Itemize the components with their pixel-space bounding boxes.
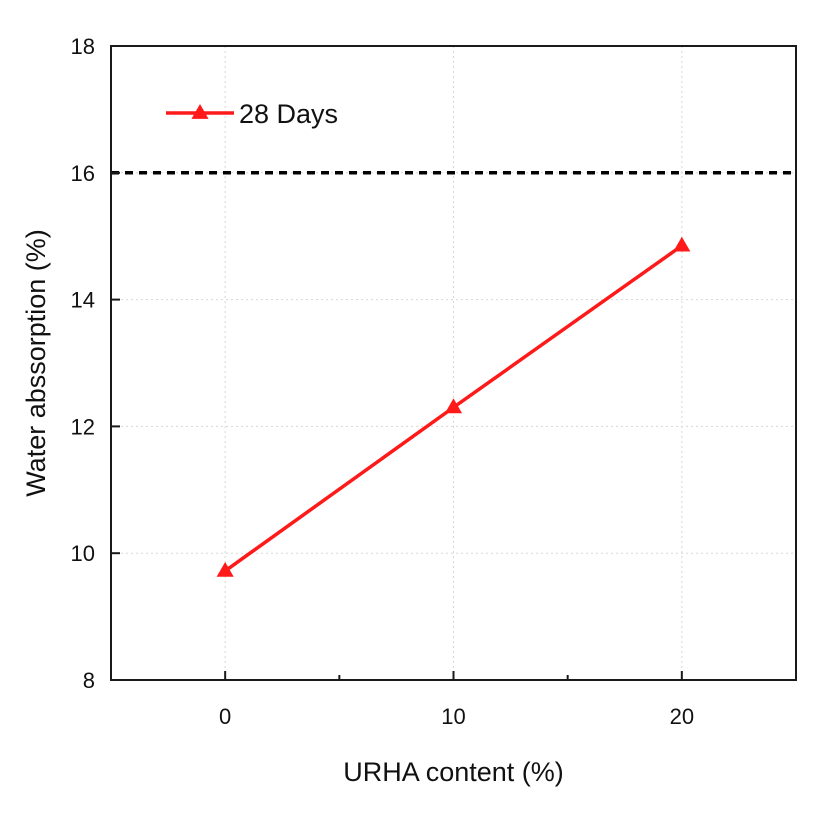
legend-triangle-marker [191, 104, 209, 119]
axis-ticks [111, 45, 683, 681]
data-point-marker [673, 236, 691, 252]
y-tick-labels: 8 10 12 14 16 18 [71, 34, 95, 693]
x-tick-label: 0 [219, 704, 231, 729]
y-tick-label: 8 [83, 668, 95, 693]
y-tick-label: 10 [71, 541, 95, 566]
data-point-marker [444, 398, 463, 414]
data-point-marker [216, 561, 234, 577]
legend-label: 28 Days [239, 99, 338, 129]
y-tick-label: 18 [71, 34, 95, 59]
x-tick-label: 20 [670, 704, 694, 729]
y-tick-label: 14 [71, 288, 95, 313]
y-axis-title: Water abssorption (%) [21, 229, 51, 497]
legend: 28 Days [166, 99, 338, 129]
y-tick-label: 16 [71, 161, 95, 186]
series-layer [216, 236, 691, 577]
x-axis-title: URHA content (%) [343, 757, 564, 787]
y-tick-label: 12 [71, 414, 95, 439]
x-tick-label: 10 [441, 704, 465, 729]
grid [111, 45, 796, 681]
x-tick-labels: 0 10 20 [219, 704, 694, 729]
